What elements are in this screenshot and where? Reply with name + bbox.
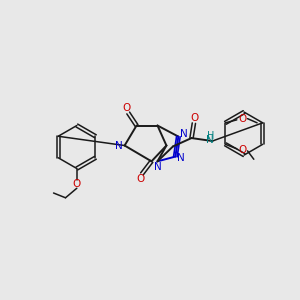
Text: H: H bbox=[207, 131, 214, 141]
Text: N: N bbox=[206, 135, 214, 145]
Text: O: O bbox=[136, 174, 145, 184]
Text: O: O bbox=[123, 103, 131, 113]
Text: N: N bbox=[116, 140, 123, 151]
Text: O: O bbox=[238, 145, 246, 155]
Text: O: O bbox=[238, 114, 246, 124]
Text: N: N bbox=[154, 162, 161, 172]
Text: O: O bbox=[73, 179, 81, 189]
Text: O: O bbox=[190, 113, 199, 123]
Text: N: N bbox=[178, 153, 185, 163]
Text: N: N bbox=[180, 129, 188, 139]
